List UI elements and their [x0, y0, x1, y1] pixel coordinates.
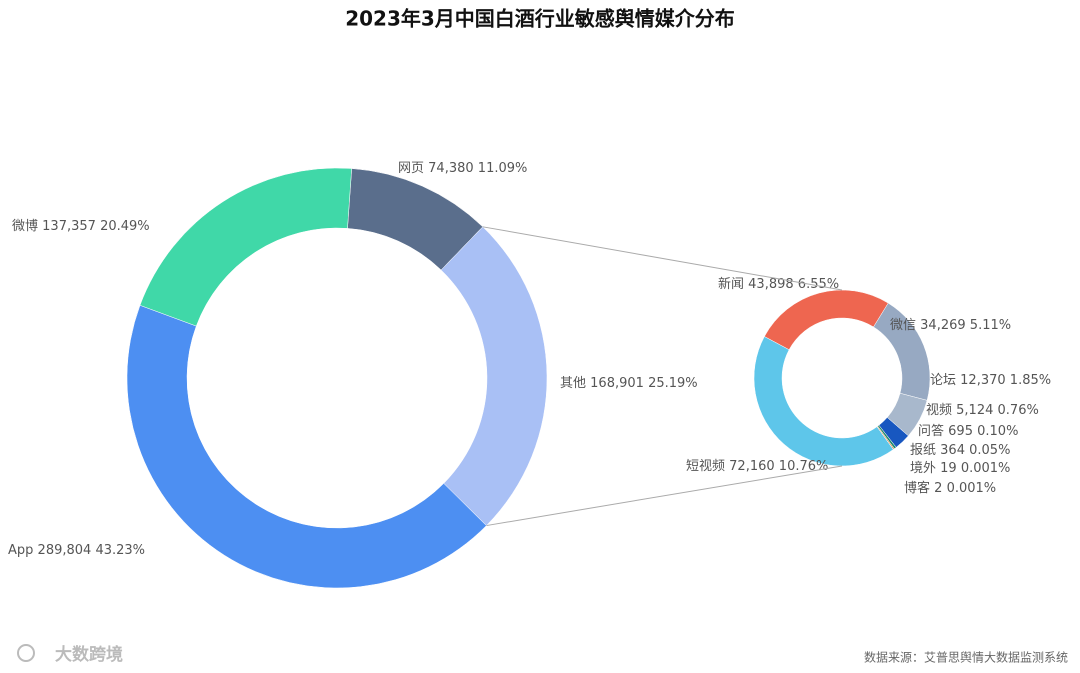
label-part: 19	[940, 461, 957, 476]
label-part: 43.23%	[95, 543, 145, 558]
label-part: 1.85%	[1010, 373, 1051, 388]
donut-segment	[753, 336, 894, 467]
donut-segment	[126, 304, 487, 589]
label-part: 网页	[398, 161, 424, 176]
label-part: 短视频	[686, 459, 725, 474]
label-part: 72,160	[729, 459, 775, 474]
label-part: 0.001%	[961, 461, 1011, 476]
label-part: 11.09%	[478, 161, 528, 176]
label-part: 5,124	[956, 403, 993, 418]
label-part: 695	[948, 424, 973, 439]
label-part: 34,269	[920, 318, 966, 333]
data-label: 境外 19 0.001%	[910, 461, 1010, 476]
label-part: 0.76%	[998, 403, 1039, 418]
label-part: 74,380	[428, 161, 474, 176]
chart-title: 2023年3月中国白酒行业敏感舆情媒介分布	[345, 7, 735, 31]
source: 数据来源：艾普思舆情大数据监测系统	[864, 650, 1068, 665]
label-part: 43,898	[748, 277, 794, 292]
label-part: 新闻	[718, 276, 744, 292]
label-part: 168,901	[590, 376, 644, 391]
label-part: 2	[934, 481, 942, 496]
label-part: 报纸	[910, 443, 936, 458]
label-part: 137,357	[42, 219, 96, 234]
data-label: 微信 34,269 5.11%	[890, 318, 1011, 333]
donut-segment	[440, 226, 548, 526]
connector	[482, 226, 843, 291]
label-part: 问答	[918, 423, 944, 439]
logo: 大数跨境	[55, 644, 123, 665]
data-label: 微博 137,357 20.49%	[12, 219, 150, 234]
label-part: 25.19%	[648, 376, 698, 391]
donut-segment	[764, 289, 889, 351]
donut-segment	[139, 167, 352, 327]
label-part: 20.49%	[100, 219, 150, 234]
data-label: 报纸 364 0.05%	[910, 443, 1010, 458]
label-part: 10.76%	[779, 459, 829, 474]
label-part: 6.55%	[798, 277, 839, 292]
label-part: 博客	[904, 480, 930, 496]
data-label: 其他 168,901 25.19%	[560, 376, 698, 391]
data-label: 短视频 72,160 10.76%	[686, 459, 828, 474]
label-part: 微博	[12, 219, 38, 234]
label-part: App	[8, 543, 33, 558]
data-label: App 289,804 43.23%	[8, 543, 145, 558]
label-part: 0.001%	[947, 481, 997, 496]
data-label: 问答 695 0.10%	[918, 423, 1018, 439]
data-label: 网页 74,380 11.09%	[398, 161, 527, 176]
label-part: 境外	[910, 461, 936, 476]
label-part: 289,804	[38, 543, 92, 558]
label-part: 0.05%	[969, 443, 1010, 458]
label-part: 论坛	[930, 373, 956, 388]
connector	[486, 465, 843, 527]
label-part: 0.10%	[977, 424, 1018, 439]
data-label: 论坛 12,370 1.85%	[930, 373, 1051, 388]
data-label: 新闻 43,898 6.55%	[718, 276, 839, 292]
label-part: 364	[940, 443, 965, 458]
data-label: 博客 2 0.001%	[904, 480, 996, 496]
logo-icon	[17, 644, 35, 662]
label-part: 5.11%	[970, 318, 1011, 333]
data-label: 视频 5,124 0.76%	[926, 403, 1039, 418]
label-part: 微信	[890, 318, 916, 333]
label-part: 12,370	[960, 373, 1006, 388]
label-part: 其他	[560, 376, 586, 391]
label-part: 视频	[926, 403, 952, 418]
